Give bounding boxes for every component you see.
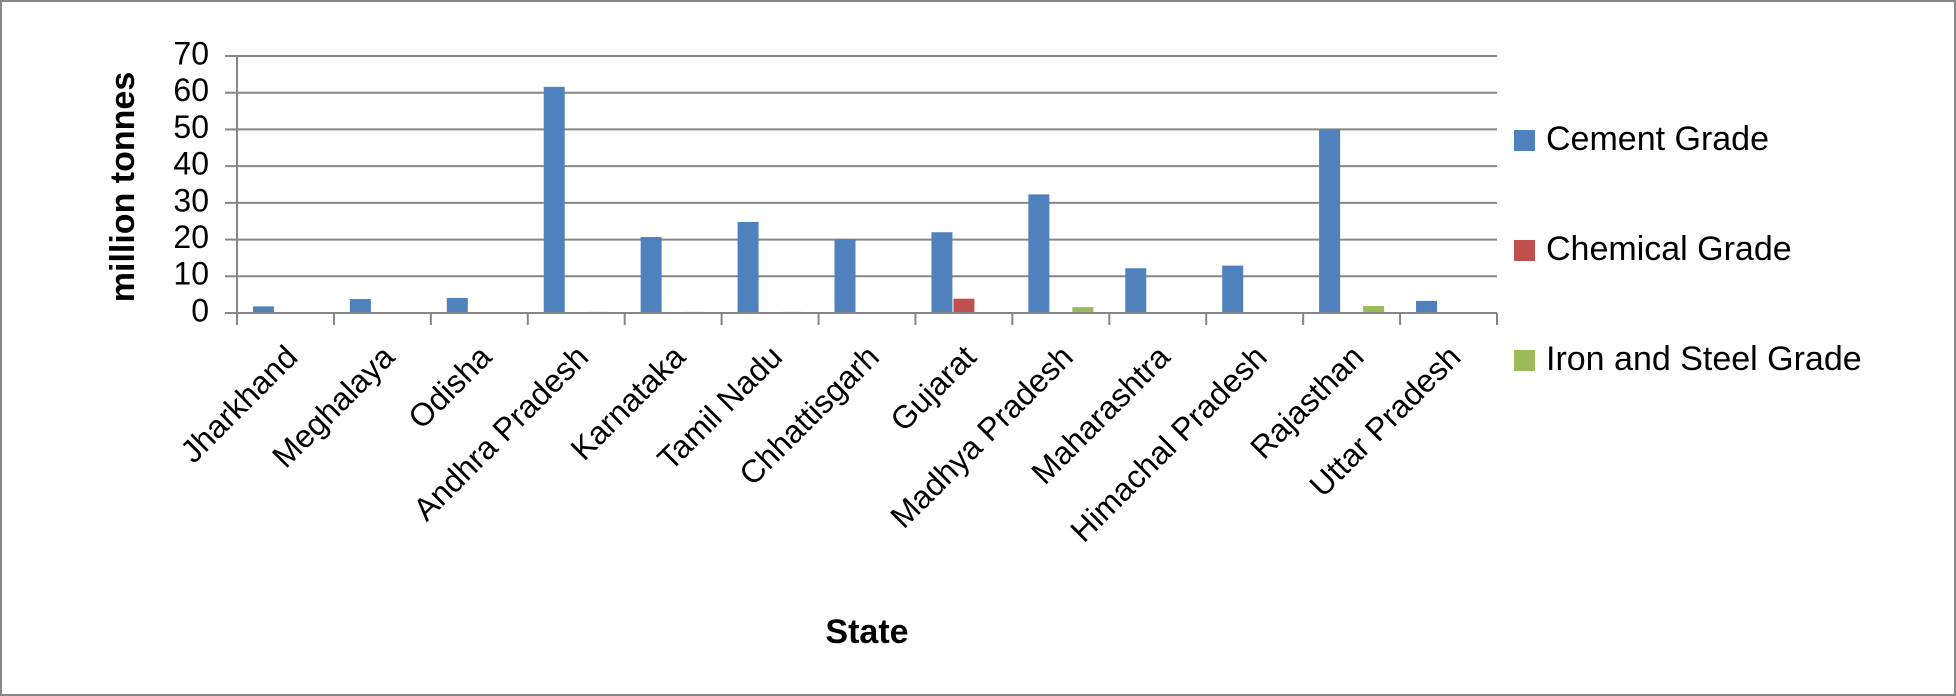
legend-label: Chemical Grade [1546,230,1792,268]
bar [931,232,953,313]
bar [1222,265,1244,313]
bar [737,221,759,313]
y-tick-label: 50 [173,109,209,145]
y-tick-label: 10 [173,256,209,292]
y-tick-label: 40 [173,146,209,182]
bar [252,306,274,313]
legend-swatch [1514,240,1535,261]
bar [1363,306,1385,313]
bar [349,299,371,313]
y-tick-label: 70 [173,35,209,71]
bar [1072,307,1094,313]
y-tick-label: 20 [173,219,209,255]
bar [1319,129,1341,313]
y-tick-label: 30 [173,182,209,218]
bar [1416,300,1438,313]
bar [543,86,565,313]
legend-label: Iron and Steel Grade [1546,340,1862,378]
legend-swatch [1514,350,1535,371]
x-axis-title: State [825,613,908,651]
y-tick-label: 0 [191,292,209,328]
bar [446,297,468,313]
legend-label: Cement Grade [1546,120,1769,158]
bar [640,237,662,313]
y-tick-label: 60 [173,72,209,108]
legend-swatch [1514,130,1535,151]
y-axis-title: million tonnes [104,72,142,302]
bar [953,298,975,313]
bar [1028,194,1050,313]
bar [834,239,856,313]
bar [1125,268,1147,313]
